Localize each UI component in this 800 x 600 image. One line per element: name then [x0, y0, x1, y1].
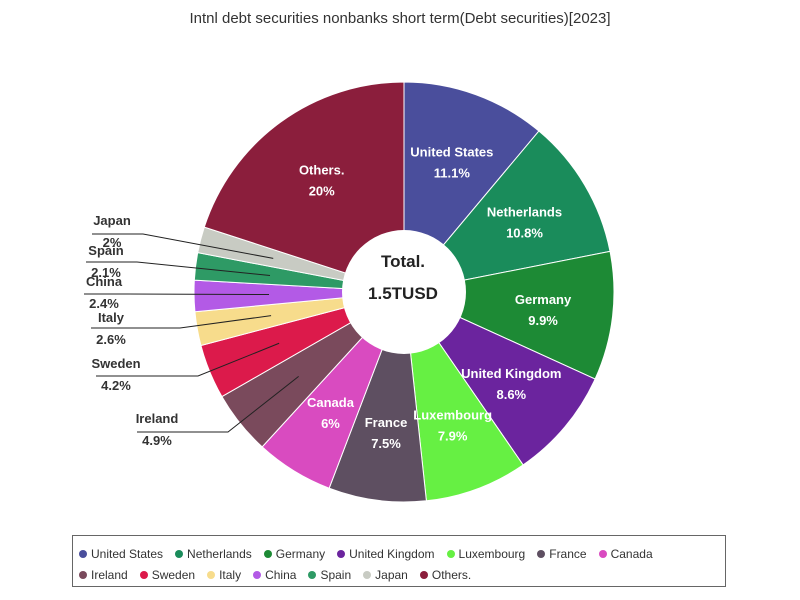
slice-name-luxembourg: Luxembourg [413, 407, 492, 422]
legend-marker [253, 570, 262, 579]
slice-value-japan: 2% [103, 235, 122, 250]
legend-item-germany[interactable]: Germany [263, 543, 326, 564]
slice-value-others: 20% [309, 184, 335, 199]
legend-marker [79, 549, 87, 558]
legend-marker [263, 549, 272, 558]
legend-label: Luxembourg [458, 546, 526, 561]
legend-marker [363, 570, 372, 579]
slice-netherlands[interactable] [402, 130, 611, 293]
slice-value-china: 2.4% [89, 296, 119, 311]
donut-hole [342, 230, 466, 354]
slice-value-netherlands: 10.8% [506, 226, 543, 241]
legend-label: China [265, 567, 297, 582]
legend: United States Netherlands Germany United Ki… [72, 535, 726, 587]
legend-item-luxembourg[interactable]: Luxembourg [446, 543, 526, 564]
slice-united-states[interactable] [403, 81, 540, 294]
slice-name-japan: Japan [93, 213, 131, 228]
chart-title: Intnl debt securities nonbanks short ter… [189, 10, 611, 27]
legend-item-japan[interactable]: Japan [363, 564, 408, 585]
legend-label: Japan [375, 567, 408, 582]
leader-line-japan [92, 233, 274, 259]
legend-marker [446, 549, 455, 558]
slice-name-germany: Germany [515, 292, 572, 307]
legend-item-canada[interactable]: Canada [598, 543, 653, 564]
center-value: 1.5TUSD [368, 284, 438, 303]
legend-label: Ireland [91, 567, 128, 582]
slice-name-italy: Italy [98, 310, 125, 325]
slice-name-united-states: United States [410, 144, 493, 159]
legend-label: Italy [219, 567, 242, 582]
slice-value-sweden: 4.2% [101, 378, 131, 393]
slice-name-netherlands: Netherlands [487, 205, 562, 220]
legend-label: Germany [275, 546, 326, 561]
legend-label: France [549, 546, 587, 561]
leader-line-sweden [96, 342, 280, 377]
legend-label: United Kingdom [349, 546, 435, 561]
legend-marker [139, 570, 148, 579]
legend-items: United States Netherlands Germany United Ki… [79, 543, 719, 585]
legend-item-spain[interactable]: Spain [308, 564, 351, 585]
leader-lines [84, 233, 299, 433]
slice-united-kingdom[interactable] [402, 290, 596, 466]
slice-name-china: China [86, 274, 123, 289]
center-label: Total. 1.5TUSD [353, 252, 453, 304]
legend-marker [207, 570, 216, 579]
legend-label: Netherlands [187, 546, 252, 561]
legend-item-italy[interactable]: Italy [207, 564, 241, 585]
legend-item-sweden[interactable]: Sweden [139, 564, 196, 585]
slice-name-france: France [365, 415, 408, 430]
slice-value-spain: 2.1% [91, 265, 121, 280]
slice-name-others: Others. [299, 163, 345, 178]
legend-marker [419, 570, 428, 579]
legend-marker [598, 549, 607, 558]
leader-line-china [84, 293, 270, 296]
legend-label: Canada [610, 546, 653, 561]
legend-label: United States [91, 546, 164, 561]
legend-marker [175, 549, 184, 558]
center-title: Total. [380, 252, 426, 271]
leader-line-ireland [137, 376, 299, 433]
slice-value-ireland: 4.9% [142, 433, 172, 448]
legend-item-china[interactable]: China [253, 564, 296, 585]
slice-value-france: 7.5% [371, 436, 401, 451]
slice-value-canada: 6% [321, 416, 340, 431]
slice-labels: United States 11.1% Netherlands 10.8% German… [86, 144, 572, 450]
legend-item-others[interactable]: Others. [419, 564, 472, 585]
slice-value-united-states: 11.1% [434, 165, 471, 180]
slice-name-united-kingdom: United Kingdom [461, 366, 561, 381]
slice-value-luxembourg: 7.9% [438, 428, 468, 443]
legend-label: Sweden [151, 567, 196, 582]
legend-item-united-states[interactable]: United States [79, 543, 163, 564]
slice-value-united-kingdom: 8.6% [496, 387, 526, 402]
legend-item-france[interactable]: France [537, 543, 587, 564]
slice-value-germany: 9.9% [528, 313, 558, 328]
leader-line-italy [91, 315, 272, 329]
legend-marker [308, 570, 317, 579]
slice-name-ireland: Ireland [136, 411, 179, 426]
legend-marker [337, 549, 346, 558]
legend-item-netherlands[interactable]: Netherlands [175, 543, 252, 564]
slice-name-spain: Spain [88, 243, 123, 258]
legend-label: Spain [320, 567, 352, 582]
slice-name-canada: Canada [307, 395, 355, 410]
slice-others[interactable] [203, 81, 405, 293]
legend-marker [537, 549, 546, 558]
legend-item-united-kingdom[interactable]: United Kingdom [337, 543, 435, 564]
legend-marker [79, 570, 87, 579]
slice-value-italy: 2.6% [96, 332, 126, 347]
legend-label: Others. [431, 567, 472, 582]
slice-name-sweden: Sweden [91, 356, 140, 371]
leader-line-spain [86, 261, 271, 276]
legend-item-ireland[interactable]: Ireland [79, 564, 128, 585]
